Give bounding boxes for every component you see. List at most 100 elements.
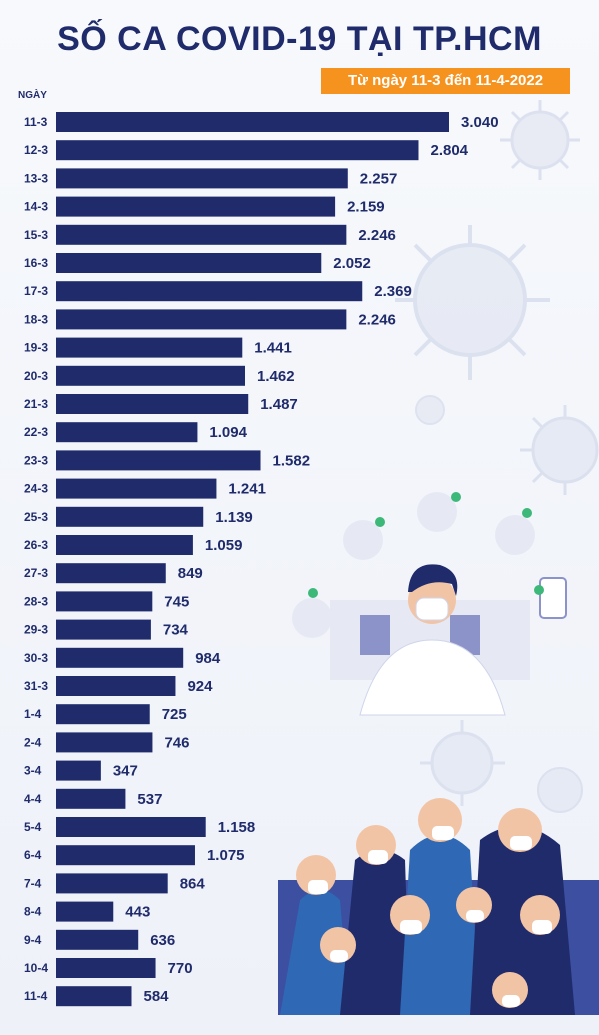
data-label: 1.158 <box>218 819 256 836</box>
bar <box>56 112 449 132</box>
bar <box>56 478 217 499</box>
category-label: 10-4 <box>24 961 48 975</box>
category-label: 24-3 <box>24 482 48 496</box>
y-axis-label: NGÀY <box>18 90 47 101</box>
category-label: 18-3 <box>24 312 48 326</box>
data-label: 2.246 <box>358 311 396 328</box>
date-range-badge: Từ ngày 11-3 đến 11-4-2022 <box>321 68 570 94</box>
category-label: 25-3 <box>24 510 48 524</box>
category-label: 20-3 <box>24 369 48 383</box>
bar <box>56 450 261 471</box>
data-label: 1.462 <box>257 368 295 385</box>
data-label: 864 <box>180 875 206 892</box>
category-label: 27-3 <box>24 566 48 580</box>
bar <box>56 788 126 809</box>
category-label: 4-4 <box>24 792 42 806</box>
data-label: 584 <box>143 988 169 1005</box>
data-label: 1.582 <box>273 452 311 469</box>
category-label: 8-4 <box>24 905 42 919</box>
bar <box>56 619 151 640</box>
bar <box>56 168 348 189</box>
bar <box>56 422 198 443</box>
data-label: 746 <box>164 734 189 751</box>
data-label: 734 <box>163 622 189 639</box>
data-label: 347 <box>113 763 138 780</box>
bar <box>56 337 243 358</box>
data-label: 2.246 <box>358 227 396 244</box>
category-label: 19-3 <box>24 341 48 355</box>
bar <box>56 676 176 696</box>
bar <box>56 281 363 302</box>
category-label: 2-4 <box>24 735 42 749</box>
category-label: 22-3 <box>24 425 48 439</box>
category-label: 16-3 <box>24 256 48 270</box>
data-label: 537 <box>137 791 162 808</box>
bar <box>56 704 150 725</box>
data-label: 2.257 <box>360 170 398 187</box>
bar <box>56 309 347 330</box>
bar <box>56 958 156 978</box>
virus-icon <box>500 100 580 180</box>
bar <box>56 929 139 950</box>
data-label: 849 <box>178 565 203 582</box>
category-label: 1-4 <box>24 707 42 721</box>
data-label: 2.052 <box>333 255 371 272</box>
bar <box>56 845 195 866</box>
data-label: 1.441 <box>254 340 292 357</box>
bar <box>56 817 206 837</box>
data-label: 770 <box>168 960 193 977</box>
data-label: 2.159 <box>347 199 385 216</box>
data-label: 1.241 <box>228 481 266 498</box>
doctor-scene <box>292 492 567 716</box>
category-label: 29-3 <box>24 623 48 637</box>
bar <box>56 394 249 414</box>
category-label: 31-3 <box>24 679 48 693</box>
bar <box>56 224 347 245</box>
category-label: 5-4 <box>24 820 42 834</box>
category-label: 14-3 <box>24 200 48 214</box>
category-label: 21-3 <box>24 397 48 411</box>
bar <box>56 196 336 217</box>
category-label: 13-3 <box>24 171 48 185</box>
bar <box>56 253 322 273</box>
bar <box>56 760 101 781</box>
data-label: 1.075 <box>207 847 245 864</box>
bar <box>56 986 132 1007</box>
bar <box>56 365 246 386</box>
data-label: 2.804 <box>430 142 468 159</box>
virus-icon <box>520 405 599 495</box>
bar <box>56 901 114 922</box>
data-label: 1.059 <box>205 537 243 554</box>
data-label: 745 <box>164 593 189 610</box>
data-label: 1.094 <box>209 424 247 441</box>
data-label: 636 <box>150 932 175 949</box>
category-label: 7-4 <box>24 876 42 890</box>
data-label: 725 <box>162 706 187 723</box>
bar <box>56 591 153 612</box>
bar <box>56 647 184 668</box>
virus-icon <box>420 720 505 806</box>
data-label: 1.139 <box>215 509 253 526</box>
category-label: 12-3 <box>24 143 48 157</box>
bar <box>56 140 419 161</box>
data-label: 2.369 <box>374 283 412 300</box>
virus-icon <box>415 395 583 813</box>
chart-title: SỐ CA COVID-19 TẠI TP.HCM <box>57 20 542 58</box>
virus-icon <box>395 225 550 380</box>
bar <box>56 563 166 584</box>
bar <box>56 535 193 555</box>
data-label: 924 <box>187 678 213 695</box>
category-label: 15-3 <box>24 228 48 242</box>
category-label: 11-4 <box>24 989 48 1003</box>
data-label: 3.040 <box>461 114 499 131</box>
category-label: 6-4 <box>24 848 42 862</box>
category-label: 3-4 <box>24 764 42 778</box>
data-label: 1.487 <box>260 396 298 413</box>
category-label: 23-3 <box>24 453 48 467</box>
bar <box>56 506 204 527</box>
data-label: 984 <box>195 650 221 667</box>
category-label: 11-3 <box>24 115 48 129</box>
bar <box>56 873 168 894</box>
